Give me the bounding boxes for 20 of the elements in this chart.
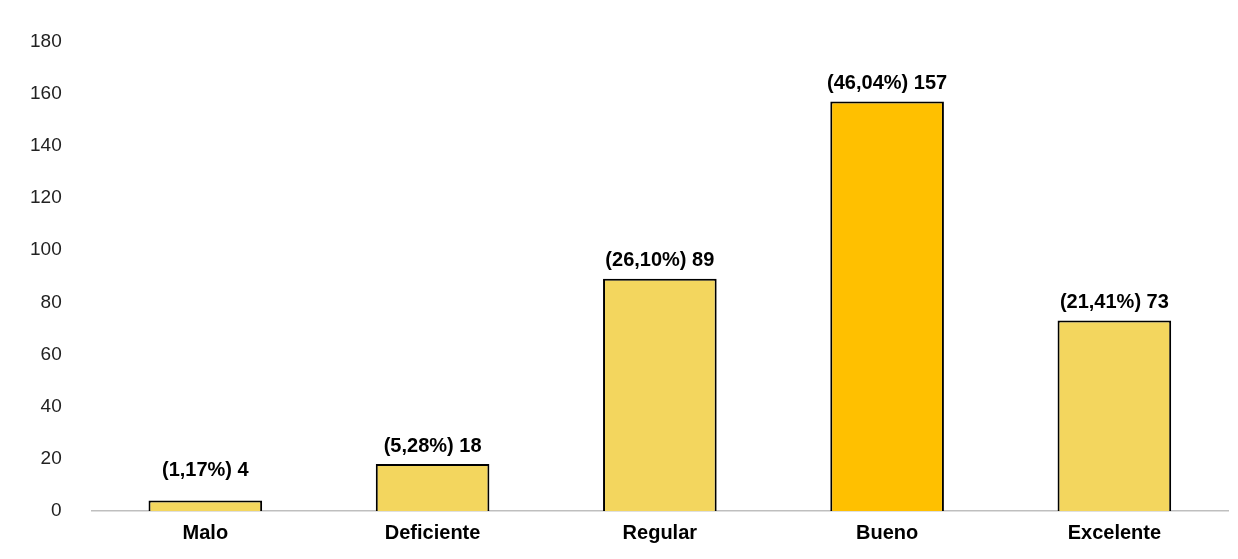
y-tick-label: 100 xyxy=(30,238,62,260)
x-tick-label: Excelente xyxy=(1067,520,1162,543)
y-tick-label: 140 xyxy=(30,133,62,155)
y-tick-label: 40 xyxy=(40,394,62,416)
y-tick-label: 60 xyxy=(40,342,62,364)
y-tick-label: 160 xyxy=(30,81,62,103)
data-label: (5,28%) 18 xyxy=(383,433,482,456)
y-tick-label: 120 xyxy=(30,186,62,208)
y-tick-label: 80 xyxy=(40,290,62,312)
x-tick-label: Regular xyxy=(622,520,698,543)
data-label: (26,10%) 89 xyxy=(605,248,715,271)
data-label: (46,04%) 157 xyxy=(827,70,948,93)
data-label: (1,17%) 4 xyxy=(161,458,250,481)
x-tick-label: Malo xyxy=(182,520,229,543)
data-label: (21,41%) 73 xyxy=(1059,290,1169,313)
x-tick-label: Bueno xyxy=(856,520,919,543)
y-tick-label: 20 xyxy=(40,447,62,469)
x-tick-label: Deficiente xyxy=(384,520,481,543)
y-tick-label: 180 xyxy=(30,29,62,51)
y-tick-label: 0 xyxy=(51,499,62,521)
